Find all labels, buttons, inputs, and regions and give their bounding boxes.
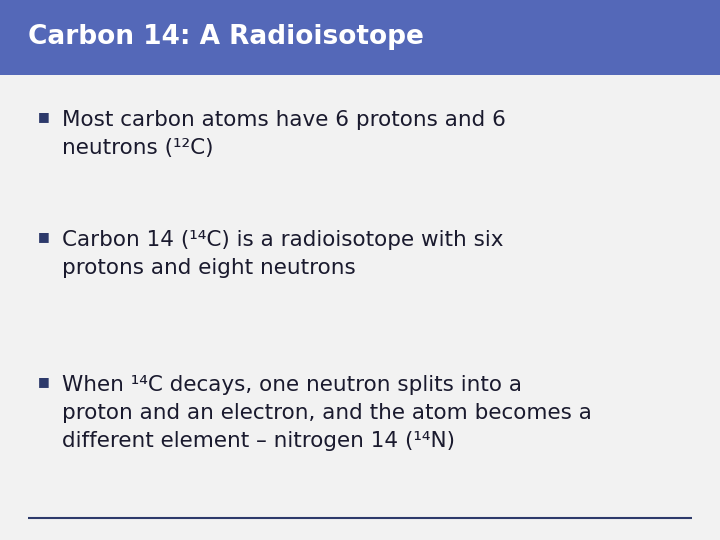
Text: When ¹⁴C decays, one neutron splits into a: When ¹⁴C decays, one neutron splits into… (62, 375, 522, 395)
Text: Most carbon atoms have 6 protons and 6: Most carbon atoms have 6 protons and 6 (62, 110, 506, 130)
Text: ■: ■ (38, 375, 50, 388)
Text: Carbon 14 (¹⁴C) is a radioisotope with six: Carbon 14 (¹⁴C) is a radioisotope with s… (62, 230, 503, 250)
Text: different element – nitrogen 14 (¹⁴N): different element – nitrogen 14 (¹⁴N) (62, 431, 455, 451)
Text: neutrons (¹²C): neutrons (¹²C) (62, 138, 214, 158)
Bar (0, 0, 720, 75)
Text: Carbon 14: A Radioisotope: Carbon 14: A Radioisotope (28, 24, 424, 51)
Text: ■: ■ (38, 110, 50, 123)
Text: protons and eight neutrons: protons and eight neutrons (62, 258, 356, 278)
Text: proton and an electron, and the atom becomes a: proton and an electron, and the atom bec… (62, 403, 592, 423)
Text: ■: ■ (38, 230, 50, 243)
